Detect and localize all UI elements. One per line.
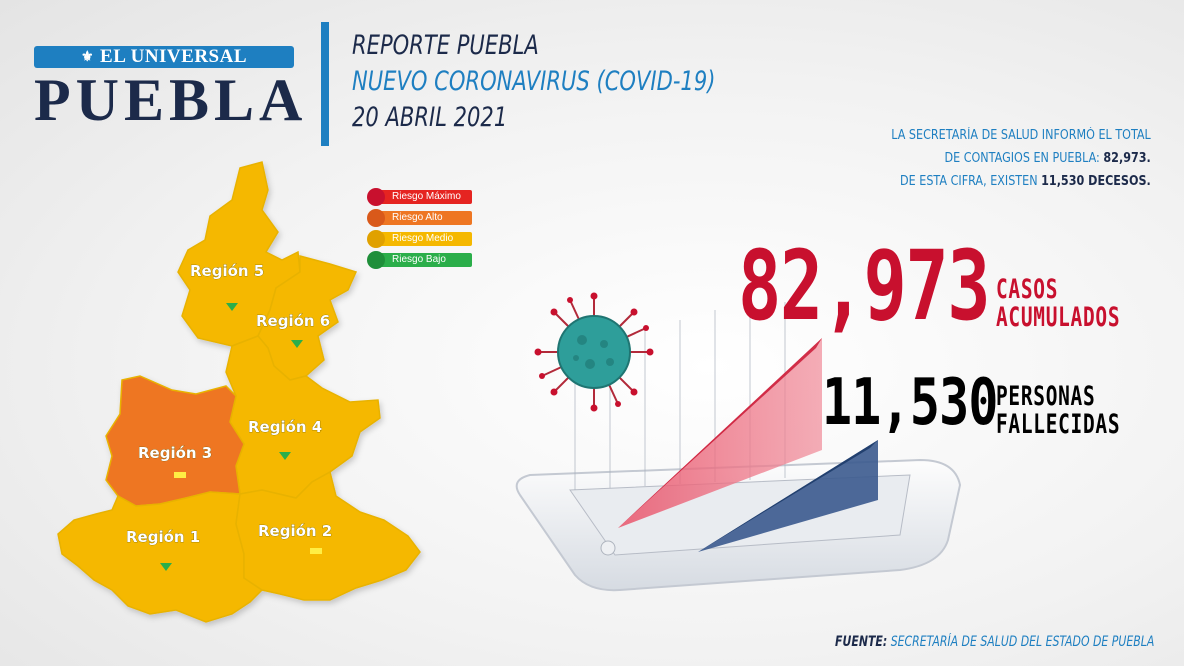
region-6-label: Región 6 bbox=[256, 312, 330, 330]
headline-report: REPORTE PUEBLA bbox=[352, 30, 539, 61]
tablet-chart-icon bbox=[515, 302, 962, 592]
legend-dot-icon bbox=[367, 209, 385, 227]
region-3-label: Región 3 bbox=[138, 444, 212, 462]
logo-city-text: PUEBLA bbox=[34, 67, 308, 133]
logo-top-text: EL UNIVERSAL bbox=[100, 46, 248, 67]
newspaper-emblem-icon: ⚜ bbox=[80, 49, 95, 65]
legend-item-high: Riesgo Alto bbox=[367, 209, 472, 227]
region-6-trend-marker bbox=[291, 340, 303, 348]
coronavirus-icon bbox=[534, 292, 654, 412]
region-1-label: Región 1 bbox=[126, 528, 200, 546]
headline: REPORTE PUEBLA NUEVO CORONAVIRUS (COVID-… bbox=[352, 28, 715, 136]
deaths-trend-edge bbox=[698, 440, 878, 552]
puebla-region-map: Región 5 Región 6 Región 4 Región 3 Regi… bbox=[57, 161, 421, 623]
tablet-home-button bbox=[600, 540, 616, 556]
info-deaths-value: 11,530 DECESOS. bbox=[1041, 174, 1151, 189]
region-3-trend-marker bbox=[174, 472, 186, 478]
logo-banner: ⚜ EL UNIVERSAL bbox=[34, 46, 294, 68]
deaths-value: 11,530 bbox=[822, 366, 998, 440]
region-4-label: Región 4 bbox=[248, 418, 322, 436]
region-1-trend-marker bbox=[160, 563, 172, 571]
legend-dot-icon bbox=[367, 230, 385, 248]
legend-dot-icon bbox=[367, 188, 385, 206]
cases-value: 82,973 bbox=[738, 230, 991, 342]
info-paragraph: LA SECRETARÍA DE SALUD INFORMÓ EL TOTAL … bbox=[891, 124, 1151, 193]
legend-dot-icon bbox=[367, 251, 385, 269]
region-4-trend-marker bbox=[279, 452, 291, 460]
region-2-shape bbox=[235, 470, 421, 601]
region-1-shape bbox=[57, 491, 264, 623]
info-line-3: DE ESTA CIFRA, EXISTEN 11,530 DECESOS. bbox=[900, 174, 1151, 189]
headline-topic: NUEVO CORONAVIRUS (COVID-19) bbox=[352, 66, 716, 97]
legend-item-max: Riesgo Máximo bbox=[367, 188, 472, 206]
info-line-1: LA SECRETARÍA DE SALUD INFORMÓ EL TOTAL bbox=[891, 128, 1151, 143]
region-5-trend-marker bbox=[226, 303, 238, 311]
region-2-label: Región 2 bbox=[258, 522, 332, 540]
headline-date: 20 ABRIL 2021 bbox=[352, 102, 508, 133]
cases-label: CASOS ACUMULADOS bbox=[996, 274, 1121, 333]
legend-item-medium: Riesgo Medio bbox=[367, 230, 472, 248]
deaths-label: PERSONAS FALLECIDAS bbox=[996, 381, 1121, 440]
region-3-shape bbox=[105, 375, 245, 507]
region-5-label: Región 5 bbox=[190, 262, 264, 280]
risk-legend: Riesgo Máximo Riesgo Alto Riesgo Medio R… bbox=[367, 188, 472, 274]
region-2-trend-marker bbox=[310, 548, 322, 554]
newspaper-logo: ⚜ EL UNIVERSAL PUEBLA bbox=[34, 46, 308, 133]
legend-item-low: Riesgo Bajo bbox=[367, 251, 472, 269]
cases-trend-edge bbox=[618, 338, 822, 528]
info-cases-value: 82,973. bbox=[1103, 151, 1151, 166]
title-divider bbox=[321, 22, 329, 146]
source-credit: FUENTE: SECRETARÍA DE SALUD DEL ESTADO D… bbox=[834, 634, 1154, 650]
info-line-2: DE CONTAGIOS EN PUEBLA: 82,973. bbox=[944, 151, 1151, 166]
